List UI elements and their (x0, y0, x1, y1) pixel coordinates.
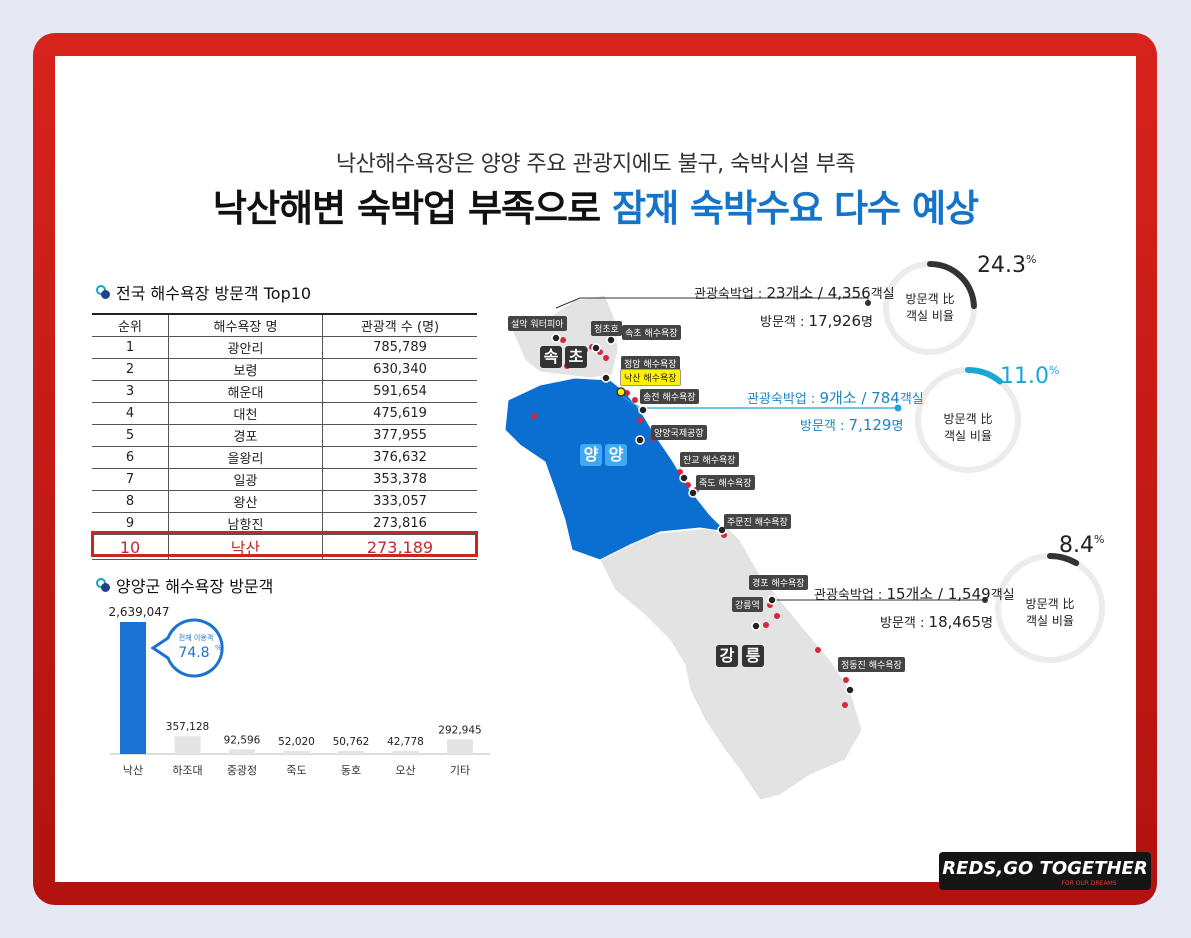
ratio-sokcho-value: 24.3% (977, 253, 1036, 278)
yangyang-lodging: 관광숙박업 : 9개소 / 784객실 (747, 387, 924, 408)
city-gangneung-char1: 강 (716, 645, 738, 667)
map-label-sokcho-beach: 속초 해수욕장 (622, 325, 681, 340)
sokcho-visitors: 방문객 : 17,926명 (760, 311, 873, 330)
gangneung-lodging: 관광숙박업 : 15개소 / 1,549객실 (814, 583, 1015, 604)
map-label-yangyang-airport: 양양국제공항 (651, 425, 707, 440)
ratio-sokcho-label: 방문객 比 객실 비율 (893, 291, 967, 325)
city-sokcho-char2: 초 (565, 346, 587, 368)
map-label-jumunjin-beach: 주문진 해수욕장 (724, 514, 791, 529)
map-label-jukdo-beach: 죽도 해수욕장 (696, 475, 755, 490)
svg-text:REDS,GO TOGETHER: REDS,GO TOGETHER (942, 858, 1147, 879)
map-label-cheongchoho: 청초호 (591, 321, 622, 336)
reds-go-together-logo: REDS,GO TOGETHER FOR OUR DREAMS (939, 852, 1151, 890)
svg-text:FOR OUR DREAMS: FOR OUR DREAMS (1061, 880, 1116, 887)
map-label-gyeongpo-beach: 경포 해수욕장 (749, 575, 808, 590)
city-sokcho-char1: 속 (540, 346, 562, 368)
city-yangyang-char2: 양 (605, 444, 627, 466)
city-gangneung-char2: 릉 (742, 645, 764, 667)
ratio-gangneung-value: 8.4% (1059, 533, 1104, 558)
ratio-yangyang-label: 방문객 比 객실 비율 (931, 411, 1005, 445)
sokcho-lodging: 관광숙박업 : 23개소 / 4,356객실 (694, 282, 895, 303)
map-label-jeongdongjin-beach: 정동진 해수욕장 (838, 657, 905, 672)
ratio-gangneung-label: 방문객 比 객실 비율 (1013, 596, 1087, 630)
map-label-seorak-waterpia: 설악 워터피아 (508, 316, 567, 331)
yangyang-visitors: 방문객 : 7,129명 (800, 415, 903, 434)
city-yangyang-char1: 양 (580, 444, 602, 466)
ratio-yangyang-value: 11.0% (1000, 364, 1059, 389)
map-label-jangyo-beach: 잔교 해수욕장 (680, 452, 739, 467)
map-label-gangneung-station: 강릉역 (732, 597, 763, 612)
gangneung-visitors: 방문객 : 18,465명 (880, 612, 993, 631)
map-label-songjeon-beach: 송전 해수욕장 (640, 389, 699, 404)
map-label-naksan-beach: 낙산 해수욕장 (620, 369, 681, 386)
